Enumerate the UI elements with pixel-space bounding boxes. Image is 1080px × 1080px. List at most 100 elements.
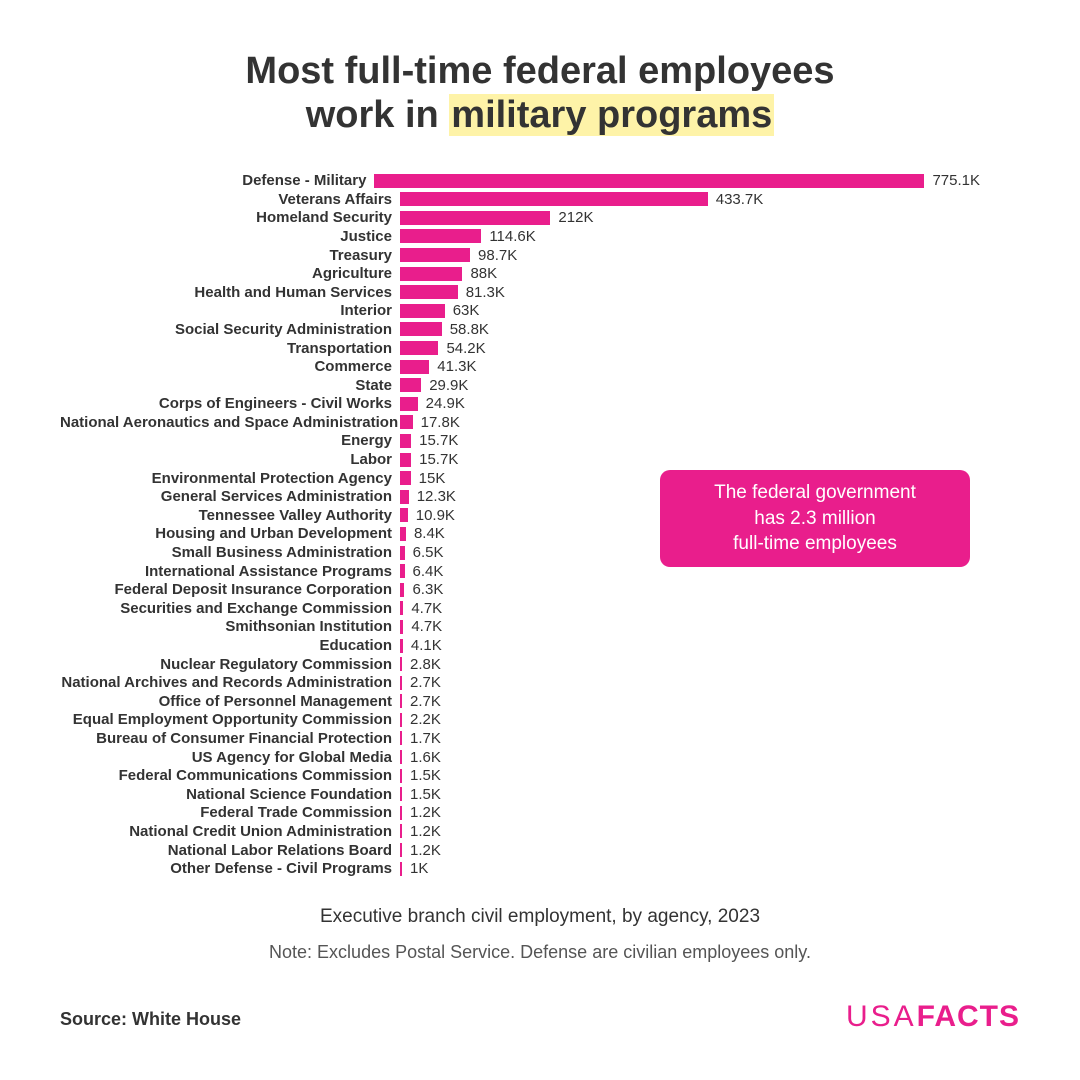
bar-row: National Labor Relations Board1.2K <box>60 841 980 860</box>
bar-label: International Assistance Programs <box>60 563 400 580</box>
bar-label: Health and Human Services <box>60 284 400 301</box>
bar-value: 2.7K <box>402 693 441 710</box>
bar-row: Education4.1K <box>60 636 980 655</box>
bar-area: 1.5K <box>400 786 980 803</box>
bar-area: 63K <box>400 302 980 319</box>
bar-row: Interior63K <box>60 302 980 321</box>
bar-row: Energy15.7K <box>60 432 980 451</box>
bar-label: Federal Communications Commission <box>60 767 400 784</box>
bar-value: 114.6K <box>481 228 535 245</box>
bar-row: US Agency for Global Media1.6K <box>60 748 980 767</box>
bar-value: 1K <box>402 860 428 877</box>
bar-value: 6.5K <box>405 544 444 561</box>
bar-row: Nuclear Regulatory Commission2.8K <box>60 655 980 674</box>
bar-value: 17.8K <box>413 414 460 431</box>
bar-area: 88K <box>400 265 980 282</box>
bar-value: 10.9K <box>408 507 455 524</box>
bar-area: 54.2K <box>400 340 980 357</box>
bar <box>400 192 708 206</box>
bar-value: 6.4K <box>405 563 444 580</box>
bar-area: 4.7K <box>400 600 980 617</box>
bar-area: 1K <box>400 860 980 877</box>
logo-facts: FACTS <box>917 1000 1020 1033</box>
bar-value: 15.7K <box>411 451 458 468</box>
bar-row: Labor15.7K <box>60 450 980 469</box>
bar-value: 6.3K <box>404 581 443 598</box>
bar-label: Bureau of Consumer Financial Protection <box>60 730 400 747</box>
bar-value: 4.1K <box>403 637 442 654</box>
bar-area: 4.7K <box>400 618 980 635</box>
bar-area: 1.2K <box>400 823 980 840</box>
callout-line2: has 2.3 million <box>754 508 875 529</box>
bar-area: 17.8K <box>400 414 980 431</box>
bar-value: 58.8K <box>442 321 489 338</box>
bar-value: 1.7K <box>402 730 441 747</box>
chart-note: Note: Excludes Postal Service. Defense a… <box>60 942 1020 963</box>
bar-row: Treasury 98.7K <box>60 246 980 265</box>
bar-value: 24.9K <box>418 395 465 412</box>
bar-label: Smithsonian Institution <box>60 618 400 635</box>
bar-row: Veterans Affairs433.7K <box>60 190 980 209</box>
bar-label: National Credit Union Administration <box>60 823 400 840</box>
bar-label: Federal Deposit Insurance Corporation <box>60 581 400 598</box>
bar-label: Nuclear Regulatory Commission <box>60 656 400 673</box>
bar-value: 433.7K <box>708 191 764 208</box>
bar-area: 29.9K <box>400 377 980 394</box>
bar <box>400 360 429 374</box>
bar-value: 29.9K <box>421 377 468 394</box>
bar-value: 54.2K <box>438 340 485 357</box>
bar-row: Office of Personnel Management2.7K <box>60 692 980 711</box>
bar-area: 1.2K <box>400 804 980 821</box>
bar-label: Housing and Urban Development <box>60 525 400 542</box>
bar-area: 212K <box>400 209 980 226</box>
bar-label: State <box>60 377 400 394</box>
title-line2-pre: work in <box>306 94 450 136</box>
bar-label: Small Business Administration <box>60 544 400 561</box>
bar-row: Defense - Military775.1K <box>60 171 980 190</box>
bar-value: 1.2K <box>402 823 441 840</box>
bar-value: 2.8K <box>402 656 441 673</box>
bar-row: National Aeronautics and Space Administr… <box>60 413 980 432</box>
bar-row: Transportation54.2K <box>60 339 980 358</box>
bar-value: 12.3K <box>409 488 456 505</box>
title-line1: Most full-time federal employees <box>245 50 834 92</box>
bar-row: Social Security Administration58.8K <box>60 320 980 339</box>
bar-label: National Archives and Records Administra… <box>60 674 400 691</box>
bar-label: Other Defense - Civil Programs <box>60 860 400 877</box>
bar-row: Federal Communications Commission1.5K <box>60 766 980 785</box>
bar-value: 2.7K <box>402 674 441 691</box>
bar-value: 15K <box>411 470 446 487</box>
source-text: Source: White House <box>60 1009 241 1030</box>
bar <box>400 415 413 429</box>
bar-area: 2.7K <box>400 674 980 691</box>
bar-value: 4.7K <box>403 600 442 617</box>
bar-label: Treasury <box>60 247 400 264</box>
bar-value: 15.7K <box>411 432 458 449</box>
usafacts-logo: USAFACTS <box>846 1000 1020 1034</box>
bar-area: 114.6K <box>400 228 980 245</box>
bar-area: 15.7K <box>400 432 980 449</box>
bar-area: 41.3K <box>400 358 980 375</box>
bar-value: 81.3K <box>458 284 505 301</box>
bar <box>400 397 418 411</box>
bar-row: Homeland Security212K <box>60 209 980 228</box>
bar-row: State 29.9K <box>60 376 980 395</box>
bar-value: 98.7K <box>470 247 517 264</box>
bar-area: 1.7K <box>400 730 980 747</box>
bar-label: Securities and Exchange Commission <box>60 600 400 617</box>
bar-label: Interior <box>60 302 400 319</box>
bar-row: National Science Foundation1.5K <box>60 785 980 804</box>
bar-row: Federal Trade Commission1.2K <box>60 804 980 823</box>
bar-label: Homeland Security <box>60 209 400 226</box>
bar-value: 8.4K <box>406 525 445 542</box>
bar-area: 1.6K <box>400 749 980 766</box>
bar <box>400 434 411 448</box>
bar-label: Federal Trade Commission <box>60 804 400 821</box>
bar-row: Bureau of Consumer Financial Protection1… <box>60 729 980 748</box>
bar-area: 81.3K <box>400 284 980 301</box>
bar-row: Other Defense - Civil Programs1K <box>60 859 980 878</box>
bar-row: Commerce41.3K <box>60 357 980 376</box>
bar-value: 41.3K <box>429 358 476 375</box>
bar-value: 1.2K <box>402 842 441 859</box>
chart-container: Most full-time federal employees work in… <box>0 0 1080 1080</box>
